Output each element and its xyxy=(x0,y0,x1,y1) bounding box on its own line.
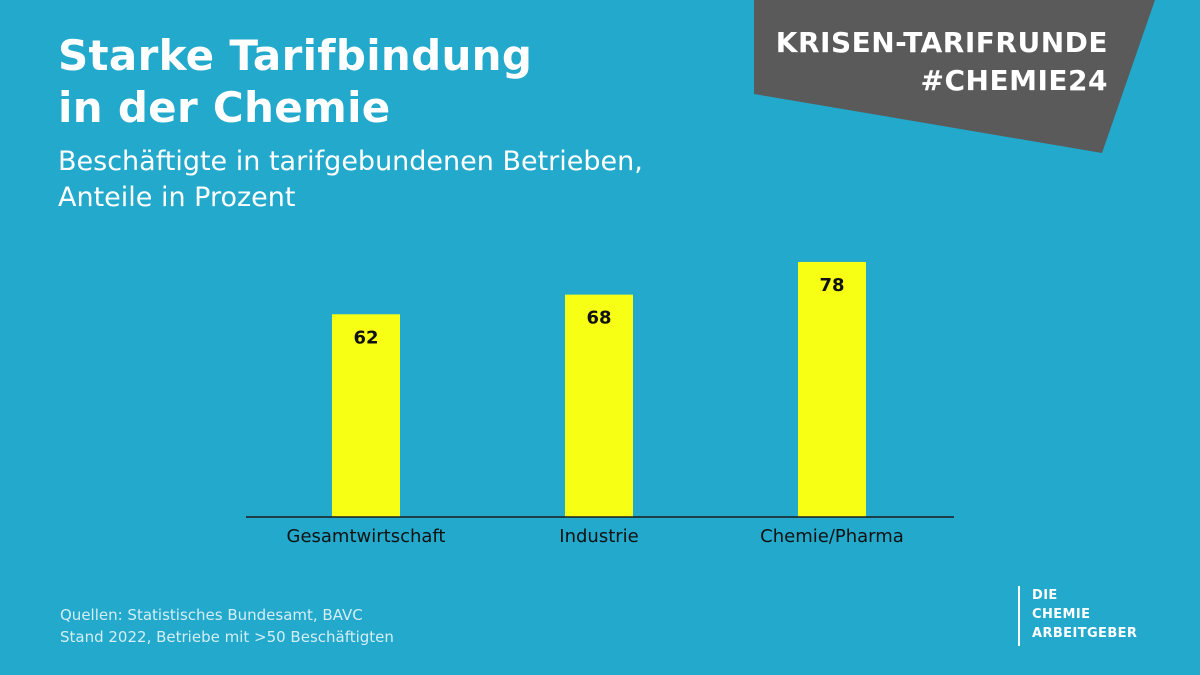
x-tick-label: Chemie/Pharma xyxy=(760,526,904,547)
logo-line-2: CHEMIE xyxy=(1032,607,1091,622)
x-tick-label: Industrie xyxy=(559,526,638,547)
bar-gesamtwirtschaft xyxy=(332,314,400,517)
banner-line-1: KRISEN-TARIFRUNDE xyxy=(775,26,1108,59)
title-line-1: Starke Tarifbindung xyxy=(58,31,533,80)
bar-industrie xyxy=(565,294,633,517)
logo-line-3: ARBEITGEBER xyxy=(1032,626,1138,641)
source-line-1: Quellen: Statistisches Bundesamt, BAVC xyxy=(60,606,363,624)
x-tick-label: Gesamtwirtschaft xyxy=(287,526,446,547)
bar-chemie-pharma xyxy=(798,261,866,517)
page-title: Starke Tarifbindung in der Chemie xyxy=(58,30,532,134)
data-label: 62 xyxy=(353,327,378,348)
banner-shape xyxy=(754,0,1155,153)
source-line-2: Stand 2022, Betriebe mit >50 Beschäftigt… xyxy=(60,628,394,646)
subtitle-line-2: Anteile in Prozent xyxy=(58,182,296,213)
data-label: 78 xyxy=(819,275,844,296)
banner-text: KRISEN-TARIFRUNDE #CHEMIE24 xyxy=(776,24,1108,100)
title-line-2: in der Chemie xyxy=(58,83,391,132)
banner-line-2: #CHEMIE24 xyxy=(920,64,1108,97)
company-logo: DIE CHEMIE ARBEITGEBER xyxy=(1018,586,1172,646)
data-label: 68 xyxy=(586,308,611,329)
subtitle-line-1: Beschäftigte in tarifgebundenen Betriebe… xyxy=(58,146,643,177)
page-subtitle: Beschäftigte in tarifgebundenen Betriebe… xyxy=(58,144,643,216)
logo-line-1: DIE xyxy=(1032,588,1058,603)
source-note: Quellen: Statistisches Bundesamt, BAVC S… xyxy=(60,604,394,648)
campaign-banner: KRISEN-TARIFRUNDE #CHEMIE24 xyxy=(750,0,1160,156)
